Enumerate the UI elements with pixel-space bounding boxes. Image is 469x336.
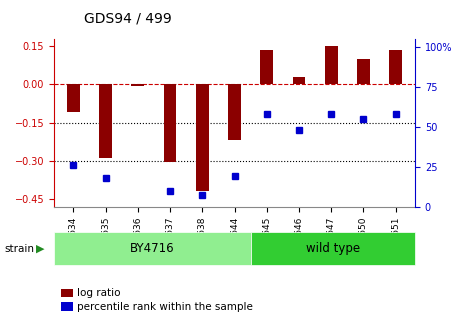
Bar [357, 59, 370, 84]
Bar [228, 84, 241, 140]
Bar [260, 50, 273, 84]
Bar [325, 46, 338, 84]
Bar [99, 84, 112, 158]
Bar [389, 50, 402, 84]
Bar [293, 77, 305, 84]
Text: wild type: wild type [306, 242, 360, 255]
Bar [67, 84, 80, 113]
Text: BY4716: BY4716 [130, 242, 175, 255]
Bar [131, 84, 144, 86]
Bar [196, 84, 209, 192]
Text: log ratio: log ratio [77, 288, 121, 298]
Text: ▶: ▶ [36, 244, 45, 254]
Text: percentile rank within the sample: percentile rank within the sample [77, 302, 253, 312]
Bar [164, 84, 176, 162]
Text: strain: strain [5, 244, 35, 254]
Text: GDS94 / 499: GDS94 / 499 [84, 12, 172, 26]
